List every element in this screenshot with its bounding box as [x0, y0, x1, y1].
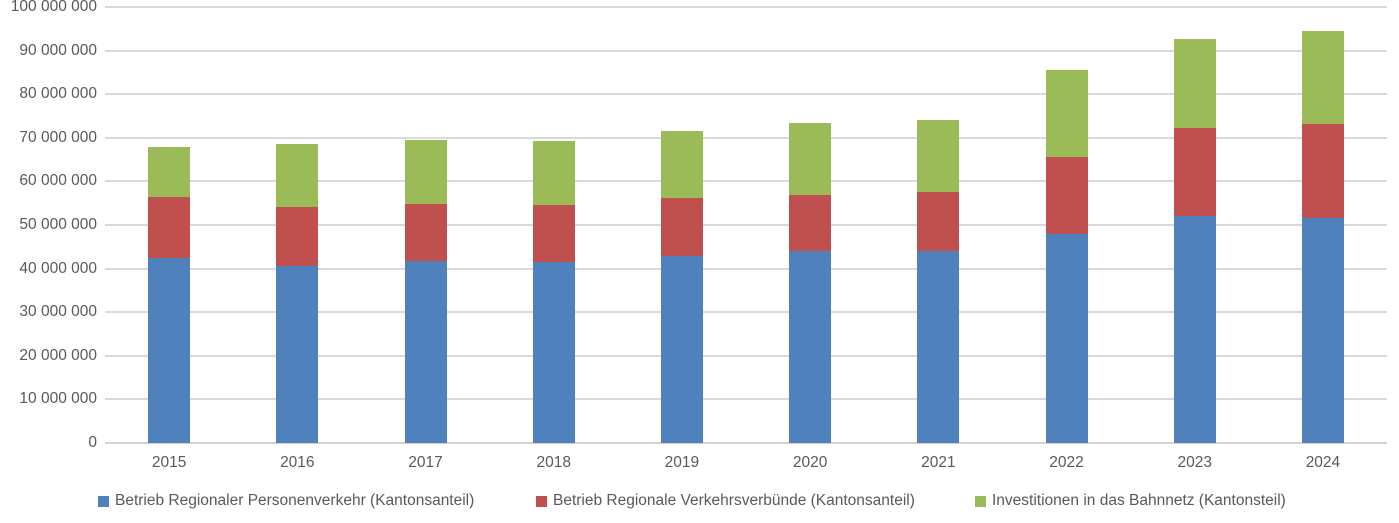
- bar-2024: [1259, 7, 1387, 443]
- x-tick-label: 2020: [792, 454, 828, 471]
- bar-2017: [361, 7, 489, 443]
- bar-segment: [404, 261, 447, 443]
- legend-swatch-icon: [536, 495, 547, 507]
- bar-segment: [789, 194, 832, 252]
- bar-segment: [1045, 70, 1088, 157]
- bar-segment: [660, 256, 703, 443]
- gridline: [105, 354, 1387, 357]
- gridline: [105, 398, 1387, 401]
- bar-2020: [746, 7, 874, 443]
- gridline: [105, 224, 1387, 226]
- gridline: [105, 311, 1387, 314]
- gridline: [105, 136, 1387, 139]
- bar-segment: [532, 205, 575, 263]
- bar-segment: [1173, 216, 1216, 443]
- bar-2016: [233, 7, 361, 443]
- y-tick-label: 30 000 000: [19, 303, 97, 321]
- legend-swatch-icon: [98, 495, 109, 507]
- bar-segment: [276, 266, 319, 443]
- legend-label: Investitionen in das Bahnnetz (Kantonste…: [992, 492, 1286, 509]
- bar-segment: [1045, 233, 1088, 443]
- bar-segment: [276, 144, 319, 207]
- x-tick-label: 2018: [536, 454, 571, 471]
- bar-segment: [1173, 38, 1216, 129]
- bar-segment: [1045, 156, 1088, 234]
- y-tick-label: 50 000 000: [19, 216, 97, 233]
- legend-swatch-icon: [975, 495, 986, 507]
- x-tick-label: 2016: [280, 454, 315, 471]
- gridline: [105, 93, 1387, 96]
- bar-segment: [1173, 128, 1216, 217]
- gridline: [105, 180, 1387, 183]
- x-tick-label: 2023: [1177, 454, 1212, 471]
- y-tick-label: 70 000 000: [19, 128, 97, 146]
- bar-segment: [660, 131, 703, 198]
- bar-segment: [276, 206, 319, 267]
- legend: Betrieb Regionaler Personenverkehr (Kant…: [0, 490, 1399, 514]
- bar-segment: [917, 192, 960, 252]
- bar-segment: [917, 251, 960, 443]
- y-tick-label: 80 000 000: [19, 85, 97, 103]
- y-tick-label: 20 000 000: [19, 346, 97, 364]
- y-axis-labels: 0 10 000 000 20 000 000 30 000 000 40 000 00…: [0, 0, 97, 460]
- bar-segment: [148, 196, 191, 258]
- bar-segment: [1301, 124, 1344, 218]
- y-tick-label: 100 000 000: [10, 0, 97, 15]
- bar-segment: [532, 262, 575, 443]
- bar-segment: [1301, 217, 1344, 443]
- bar-segment: [789, 123, 832, 195]
- plot-area: [105, 6, 1387, 444]
- legend-label: Betrieb Regionale Verkehrsverbünde (Kant…: [553, 492, 915, 509]
- bar-segment: [660, 197, 703, 257]
- x-tick-label: 2019: [664, 454, 700, 471]
- y-tick-label: 40 000 000: [19, 259, 97, 277]
- legend-item: Betrieb Regionale Verkehrsverbünde (Kant…: [536, 490, 915, 512]
- gridline: [105, 442, 1387, 444]
- bar-2019: [618, 7, 746, 443]
- legend-item: Investitionen in das Bahnnetz (Kantonste…: [975, 490, 1286, 512]
- x-axis-labels: 2015 2016 2017 2018 2019 2020 2021 2022 2023 2024: [105, 452, 1387, 474]
- bar-segment: [148, 257, 191, 443]
- y-tick-label: 60 000 000: [19, 172, 97, 190]
- legend-label: Betrieb Regionaler Personenverkehr (Kant…: [115, 492, 475, 509]
- bar-2015: [105, 7, 233, 443]
- bar-segment: [532, 141, 575, 206]
- gridline: [105, 49, 1387, 52]
- y-tick-label: 10 000 000: [19, 390, 97, 408]
- bar-segment: [148, 146, 191, 197]
- gridline: [105, 267, 1387, 270]
- x-tick-label: 2017: [408, 454, 443, 471]
- bar-segment: [789, 251, 832, 443]
- bar-2018: [490, 7, 618, 443]
- bar-2021: [874, 7, 1002, 443]
- bar-segment: [404, 203, 447, 262]
- bar-segment: [1301, 31, 1344, 125]
- bar-segment: [404, 140, 447, 204]
- bar-segment: [917, 119, 960, 193]
- y-tick-label: 0: [88, 434, 97, 451]
- bars-container: [105, 7, 1387, 443]
- legend-item: Betrieb Regionaler Personenverkehr (Kant…: [98, 490, 474, 512]
- bar-2023: [1131, 7, 1259, 443]
- x-tick-label: 2022: [1049, 454, 1084, 471]
- x-tick-label: 2021: [921, 454, 956, 471]
- bar-2022: [1002, 7, 1130, 443]
- x-tick-label: 2015: [151, 454, 187, 471]
- y-tick-label: 90 000 000: [19, 41, 97, 59]
- x-tick-label: 2024: [1305, 454, 1341, 471]
- gridline: [105, 6, 1387, 8]
